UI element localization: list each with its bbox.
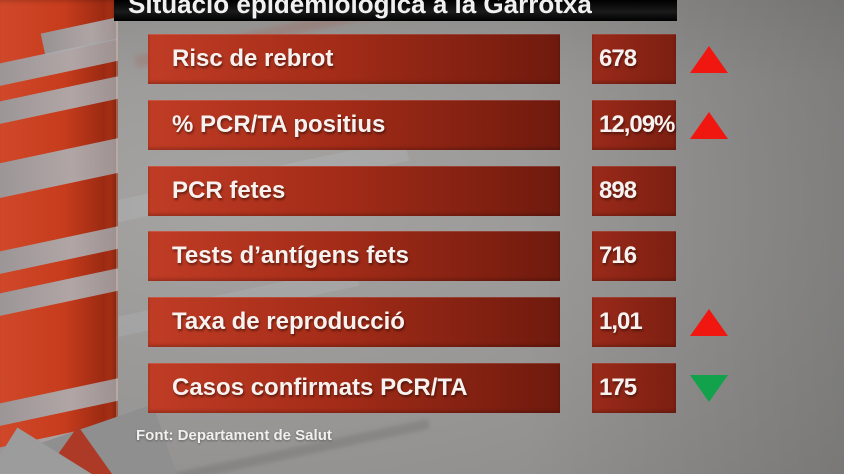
trend-up-icon xyxy=(690,112,728,139)
stat-value: 716 xyxy=(599,242,637,269)
stat-value-box: 1,01 xyxy=(592,297,676,347)
stat-value-box: 678 xyxy=(592,34,676,84)
diagonal-stripe xyxy=(0,222,118,276)
trend-up-icon xyxy=(690,46,728,73)
stat-label: Casos confirmats PCR/TA xyxy=(172,374,468,401)
stat-value: 1,01 xyxy=(599,308,643,335)
stat-value-box: 175 xyxy=(592,363,676,413)
trend-up-icon xyxy=(690,309,728,336)
stat-row: Casos confirmats PCR/TA 175 xyxy=(148,363,728,413)
stat-label-bar: Taxa de reproducció xyxy=(148,297,560,347)
source-attribution: Font: Departament de Salut xyxy=(136,427,332,444)
stat-label-bar: Casos confirmats PCR/TA xyxy=(148,363,560,413)
stat-value: 678 xyxy=(599,45,637,72)
stat-value-box: 12,09% xyxy=(592,100,676,150)
stat-label-bar: Tests d’antígens fets xyxy=(148,231,560,281)
stat-row: Risc de rebrot 678 xyxy=(148,34,728,84)
diagonal-stripe xyxy=(0,134,118,200)
red-side-panel xyxy=(0,0,118,474)
diagonal-stripe xyxy=(0,264,118,318)
title-bar: Situació epidemiològica a la Garrotxa xyxy=(114,0,677,21)
stat-row: Taxa de reproducció 1,01 xyxy=(148,297,728,347)
stat-row: Tests d’antígens fets 716 xyxy=(148,231,728,281)
stat-label: Taxa de reproducció xyxy=(172,308,405,335)
diagonal-stripe xyxy=(0,374,118,428)
stat-label: Tests d’antígens fets xyxy=(172,242,409,269)
trend-down-icon xyxy=(690,375,728,402)
stat-label-bar: Risc de rebrot xyxy=(148,34,560,84)
stat-value-box: 716 xyxy=(592,231,676,281)
stat-value: 12,09% xyxy=(599,111,675,138)
stat-row: PCR fetes 898 xyxy=(148,166,728,216)
stat-value-box: 898 xyxy=(592,166,676,216)
stat-label: % PCR/TA positius xyxy=(172,111,386,138)
stat-value: 175 xyxy=(599,374,637,401)
stat-label: PCR fetes xyxy=(172,177,286,204)
stat-value: 898 xyxy=(599,177,637,204)
stat-label-bar: % PCR/TA positius xyxy=(148,100,560,150)
stat-row: % PCR/TA positius 12,09% xyxy=(148,100,728,150)
stat-label: Risc de rebrot xyxy=(172,45,334,72)
stat-label-bar: PCR fetes xyxy=(148,166,560,216)
page-title: Situació epidemiològica a la Garrotxa xyxy=(128,0,592,19)
